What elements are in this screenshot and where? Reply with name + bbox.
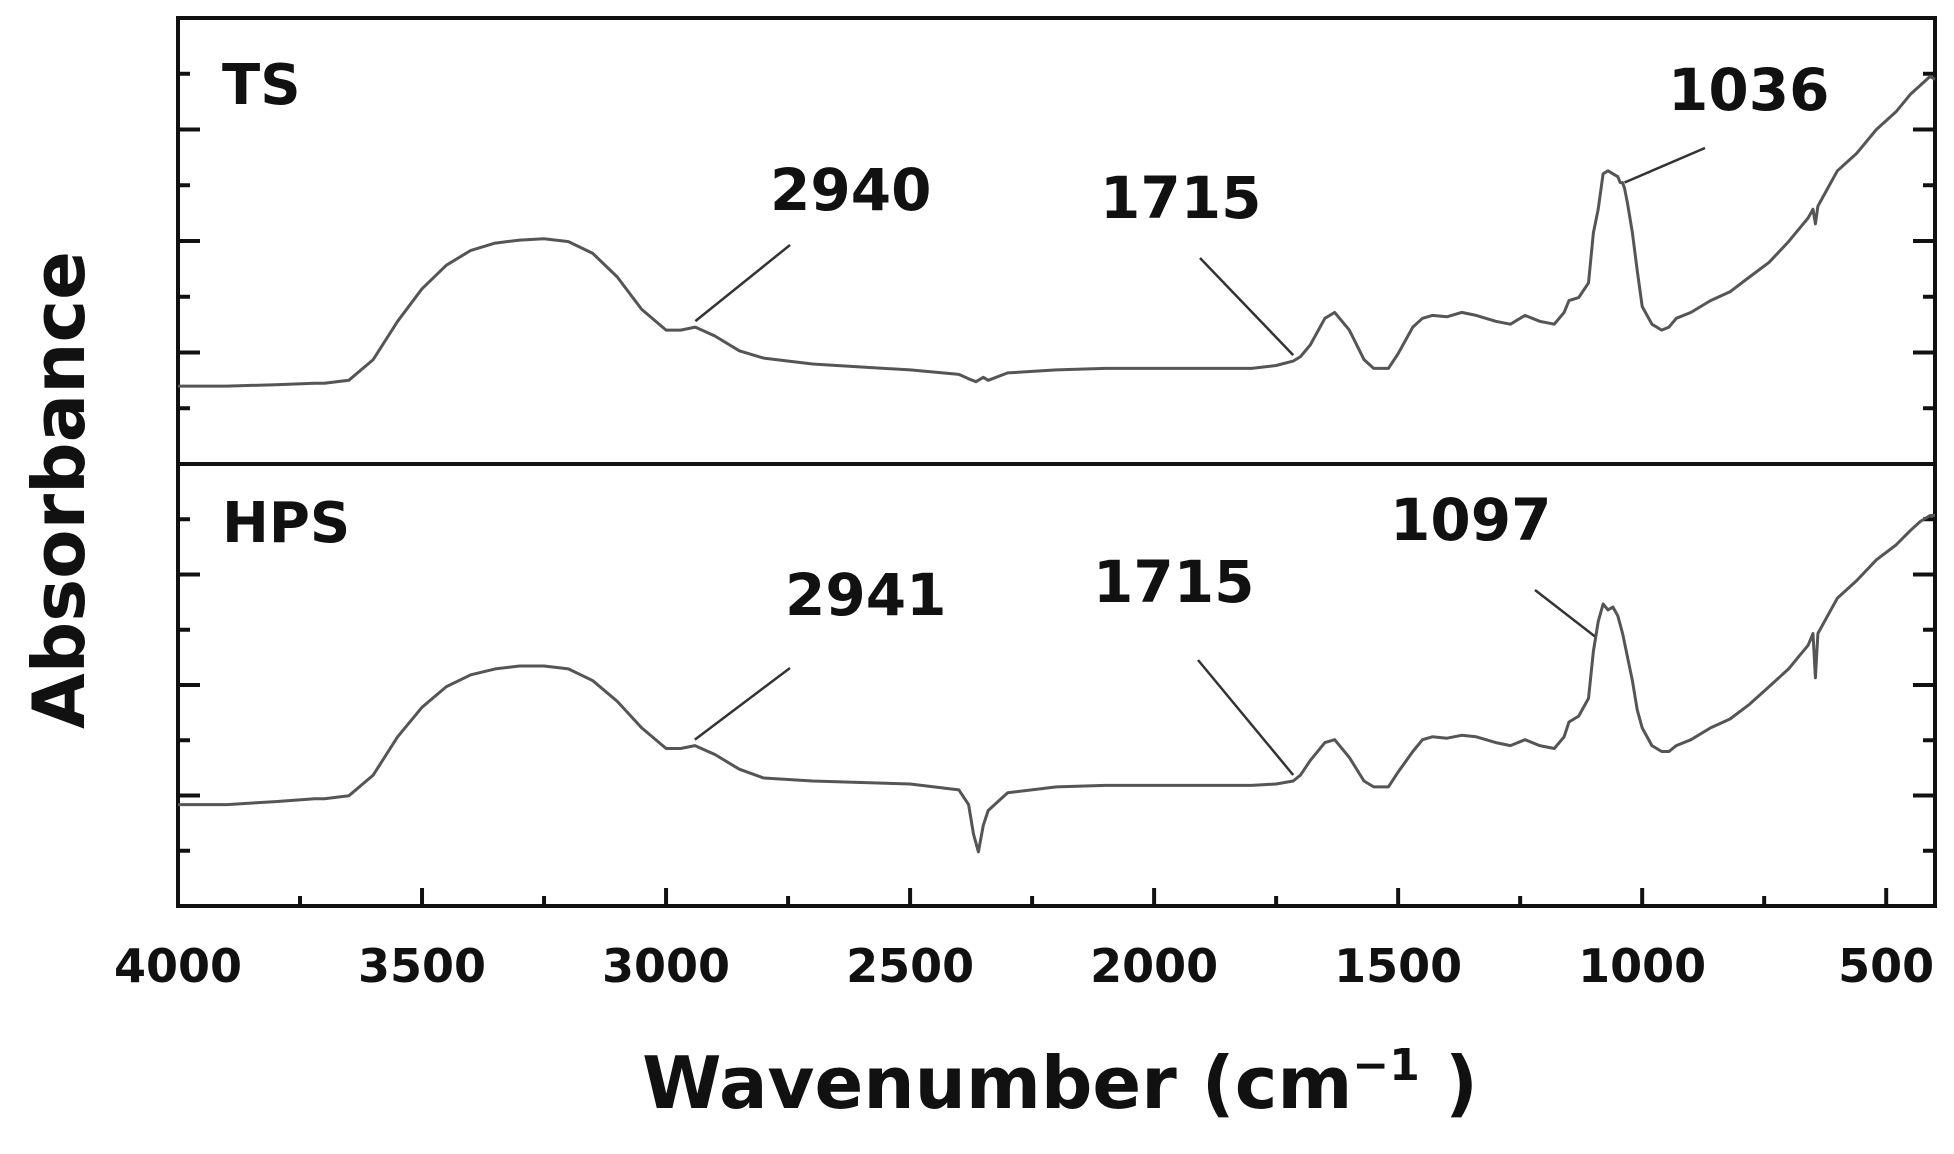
- leader-line-hps-1715: [1197, 659, 1295, 776]
- leader-line-hps-2941: [694, 667, 791, 741]
- panel-label-hps: HPS: [222, 491, 350, 556]
- peak-label-hps-2941: 2941: [785, 561, 946, 629]
- x-tick-label: 2000: [1090, 939, 1218, 993]
- x-tick-label: 500: [1838, 939, 1934, 993]
- leader-line-ts-2940: [694, 244, 791, 323]
- x-axis-title-sup: −1: [1352, 1040, 1419, 1091]
- peak-label-ts-1715: 1715: [1100, 164, 1261, 232]
- x-tick-label: 3000: [602, 939, 730, 993]
- peak-label-hps-1097: 1097: [1390, 486, 1551, 554]
- series-line-hps: [178, 514, 1935, 854]
- x-tick-labels: 4000 3500 3000 2500 2000 1500 1000 500: [114, 939, 1934, 993]
- x-tick-label: 4000: [114, 939, 242, 993]
- panel-hps-frame: [176, 462, 1937, 908]
- x-tick-label: 2500: [846, 939, 974, 993]
- x-axis-title-main: Wavenumber (cm: [642, 1041, 1352, 1125]
- x-tick-label: 3500: [358, 939, 486, 993]
- leader-line-ts-1715: [1199, 257, 1295, 356]
- series-layer: [178, 74, 1936, 854]
- peak-label-ts-1036: 1036: [1668, 56, 1829, 124]
- y-axis-title: Absorbance: [17, 251, 101, 729]
- x-axis-title: Wavenumber (cm−1 ): [642, 1040, 1478, 1125]
- panel-label-ts: TS: [222, 53, 301, 118]
- annotation-leaders: [694, 146, 1706, 776]
- x-tick-label: 1500: [1334, 939, 1462, 993]
- leader-line-ts-1036: [1624, 146, 1706, 184]
- series-line-ts: [178, 74, 1936, 388]
- peak-label-hps-1715: 1715: [1093, 548, 1254, 616]
- peak-label-ts-2940: 2940: [770, 156, 931, 224]
- x-axis-title-end: ): [1420, 1041, 1478, 1125]
- axis-ticks: [176, 71, 1935, 906]
- leader-line-hps-1097: [1534, 589, 1596, 638]
- x-tick-label: 1000: [1578, 939, 1706, 993]
